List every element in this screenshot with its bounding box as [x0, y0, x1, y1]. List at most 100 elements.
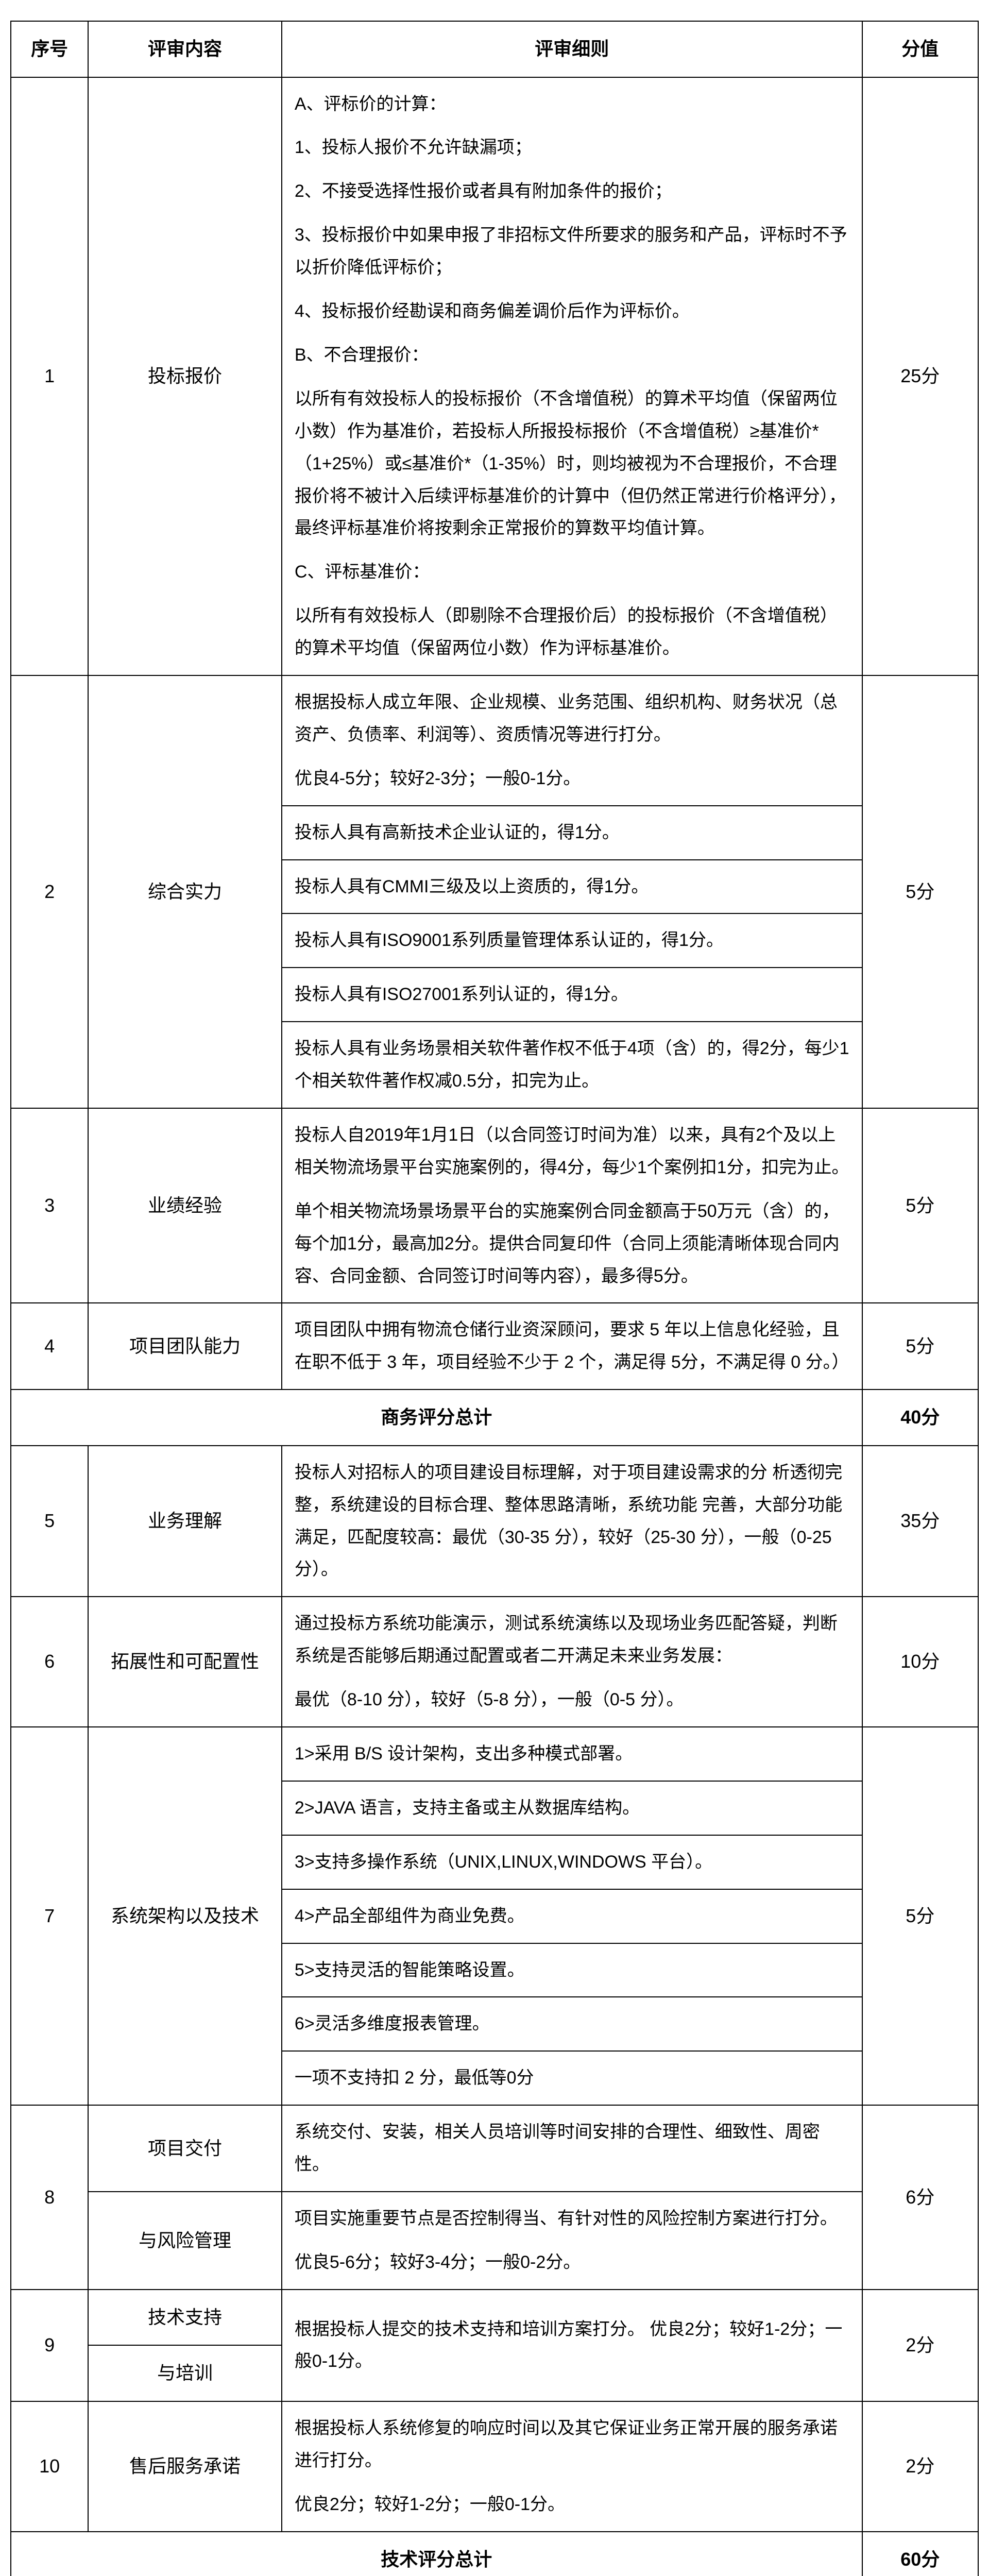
- header-row: 序号 评审内容 评审细则 分值: [11, 21, 978, 77]
- category-cell: 与风险管理: [88, 2192, 282, 2290]
- score-cell: 5分: [862, 675, 978, 1108]
- category-cell: 业务理解: [88, 1446, 282, 1597]
- subtotal-score: 40分: [862, 1389, 978, 1446]
- detail-text: 投标人具有ISO9001系列质量管理体系认证的，得1分。: [295, 924, 849, 957]
- detail-text: 投标人自2019年1月1日（以合同签订时间为准）以来，具有2个及以上相关物流场景…: [295, 1119, 849, 1184]
- detail-cell: 项目实施重要节点是否控制得当、有针对性的风险控制方案进行打分。优良5-6分；较好…: [282, 2192, 862, 2290]
- table-row: 1投标报价A、评标价的计算：1、投标人报价不允许缺漏项；2、不接受选择性报价或者…: [11, 77, 978, 675]
- detail-cell: 投标人具有ISO27001系列认证的，得1分。: [282, 968, 862, 1022]
- detail-cell: 2>JAVA 语言，支持主备或主从数据库结构。: [282, 1781, 862, 1835]
- category-cell: 售后服务承诺: [88, 2401, 282, 2532]
- detail-cell: 系统交付、安装，相关人员培训等时间安排的合理性、细致性、周密性。: [282, 2105, 862, 2192]
- detail-text: B、不合理报价：: [295, 339, 849, 371]
- category-cell: 项目交付: [88, 2105, 282, 2192]
- category-cell: 业绩经验: [88, 1108, 282, 1303]
- detail-text: 5>支持灵活的智能策略设置。: [295, 1954, 849, 1987]
- detail-text: 优良2分；较好1-2分；一般0-1分。: [295, 2488, 849, 2521]
- header-detail: 评审细则: [282, 21, 862, 77]
- table-row: 9技术支持根据投标人提交的技术支持和培训方案打分。 优良2分；较好1-2分；一般…: [11, 2290, 978, 2346]
- detail-text: 投标人对招标人的项目建设目标理解，对于项目建设需求的分 析透彻完整，系统建设的目…: [295, 1456, 849, 1586]
- category-cell: 技术支持: [88, 2290, 282, 2346]
- seq-cell: 4: [11, 1303, 88, 1389]
- score-cell: 35分: [862, 1446, 978, 1597]
- category-cell: 项目团队能力: [88, 1303, 282, 1389]
- category-cell: 拓展性和可配置性: [88, 1597, 282, 1727]
- detail-cell: 一项不支持扣 2 分，最低等0分: [282, 2051, 862, 2105]
- seq-cell: 5: [11, 1446, 88, 1597]
- detail-text: C、评标基准价：: [295, 556, 849, 588]
- table-body: 1投标报价A、评标价的计算：1、投标人报价不允许缺漏项；2、不接受选择性报价或者…: [11, 77, 978, 2576]
- score-cell: 2分: [862, 2401, 978, 2532]
- detail-cell: 根据投标人成立年限、企业规模、业务范围、组织机构、财务状况（总资产、负债率、利润…: [282, 675, 862, 806]
- table-row: 10售后服务承诺根据投标人系统修复的响应时间以及其它保证业务正常开展的服务承诺进…: [11, 2401, 978, 2532]
- header-seq: 序号: [11, 21, 88, 77]
- header-cat: 评审内容: [88, 21, 282, 77]
- detail-text: 单个相关物流场景场景平台的实施案例合同金额高于50万元（含）的，每个加1分，最高…: [295, 1195, 849, 1293]
- detail-text: A、评标价的计算：: [295, 88, 849, 121]
- table-row: 7系统架构以及技术1>采用 B/S 设计架构，支出多种模式部署。5分: [11, 1727, 978, 1781]
- score-cell: 5分: [862, 1727, 978, 2105]
- subtotal-label: 技术评分总计: [11, 2532, 862, 2576]
- detail-cell: 投标人具有高新技术企业认证的，得1分。: [282, 806, 862, 860]
- score-cell: 5分: [862, 1303, 978, 1389]
- detail-cell: 6>灵活多维度报表管理。: [282, 1997, 862, 2051]
- seq-cell: 7: [11, 1727, 88, 2105]
- table-row: 2综合实力根据投标人成立年限、企业规模、业务范围、组织机构、财务状况（总资产、负…: [11, 675, 978, 806]
- detail-text: 以所有有效投标人的投标报价（不含增值税）的算术平均值（保留两位小数）作为基准价，…: [295, 383, 849, 545]
- seq-cell: 9: [11, 2290, 88, 2401]
- detail-text: 根据投标人系统修复的响应时间以及其它保证业务正常开展的服务承诺进行打分。: [295, 2412, 849, 2477]
- detail-cell: 投标人对招标人的项目建设目标理解，对于项目建设需求的分 析透彻完整，系统建设的目…: [282, 1446, 862, 1597]
- table-row: 8项目交付系统交付、安装，相关人员培训等时间安排的合理性、细致性、周密性。6分: [11, 2105, 978, 2192]
- detail-cell: 1>采用 B/S 设计架构，支出多种模式部署。: [282, 1727, 862, 1781]
- detail-text: 1>采用 B/S 设计架构，支出多种模式部署。: [295, 1738, 849, 1770]
- detail-cell: 4>产品全部组件为商业免费。: [282, 1889, 862, 1943]
- detail-text: 投标人具有CMMI三级及以上资质的，得1分。: [295, 871, 849, 903]
- category-cell: 与培训: [88, 2345, 282, 2401]
- page-container: 序号 评审内容 评审细则 分值 1投标报价A、评标价的计算：1、投标人报价不允许…: [10, 21, 979, 2576]
- category-cell: 综合实力: [88, 675, 282, 1108]
- seq-cell: 8: [11, 2105, 88, 2290]
- seq-cell: 2: [11, 675, 88, 1108]
- detail-cell: 投标人具有业务场景相关软件著作权不低于4项（含）的，得2分，每少1个相关软件著作…: [282, 1022, 862, 1108]
- detail-text: 投标人具有ISO27001系列认证的，得1分。: [295, 978, 849, 1011]
- detail-text: 4>产品全部组件为商业免费。: [295, 1900, 849, 1933]
- detail-text: 通过投标方系统功能演示，测试系统演练以及现场业务匹配答疑，判断系统是否能够后期通…: [295, 1607, 849, 1672]
- detail-cell: 投标人自2019年1月1日（以合同签订时间为准）以来，具有2个及以上相关物流场景…: [282, 1108, 862, 1303]
- category-cell: 投标报价: [88, 77, 282, 675]
- detail-cell: A、评标价的计算：1、投标人报价不允许缺漏项；2、不接受选择性报价或者具有附加条…: [282, 77, 862, 675]
- detail-text: 项目实施重要节点是否控制得当、有针对性的风险控制方案进行打分。: [295, 2202, 849, 2235]
- score-cell: 10分: [862, 1597, 978, 1727]
- category-cell: 系统架构以及技术: [88, 1727, 282, 2105]
- detail-cell: 投标人具有CMMI三级及以上资质的，得1分。: [282, 860, 862, 914]
- detail-cell: 项目团队中拥有物流仓储行业资深顾问，要求 5 年以上信息化经验，且在职不低于 3…: [282, 1303, 862, 1389]
- detail-text: 4、投标报价经勘误和商务偏差调价后作为评标价。: [295, 295, 849, 328]
- seq-cell: 3: [11, 1108, 88, 1303]
- header-score: 分值: [862, 21, 978, 77]
- detail-text: 根据投标人成立年限、企业规模、业务范围、组织机构、财务状况（总资产、负债率、利润…: [295, 686, 849, 751]
- table-row: 4项目团队能力项目团队中拥有物流仓储行业资深顾问，要求 5 年以上信息化经验，且…: [11, 1303, 978, 1389]
- score-cell: 5分: [862, 1108, 978, 1303]
- detail-text: 项目团队中拥有物流仓储行业资深顾问，要求 5 年以上信息化经验，且在职不低于 3…: [295, 1314, 849, 1379]
- subtotal-row: 技术评分总计60分: [11, 2532, 978, 2576]
- detail-text: 一项不支持扣 2 分，最低等0分: [295, 2062, 849, 2094]
- detail-text: 优良5-6分；较好3-4分；一般0-2分。: [295, 2246, 849, 2279]
- score-cell: 6分: [862, 2105, 978, 2290]
- detail-text: 3、投标报价中如果申报了非招标文件所要求的服务和产品，评标时不予以折价降低评标价…: [295, 219, 849, 284]
- seq-cell: 10: [11, 2401, 88, 2532]
- detail-cell: 5>支持灵活的智能策略设置。: [282, 1943, 862, 1997]
- detail-cell: 3>支持多操作系统（UNIX,LINUX,WINDOWS 平台）。: [282, 1835, 862, 1889]
- detail-text: 2、不接受选择性报价或者具有附加条件的报价；: [295, 175, 849, 208]
- detail-cell: 通过投标方系统功能演示，测试系统演练以及现场业务匹配答疑，判断系统是否能够后期通…: [282, 1597, 862, 1727]
- seq-cell: 1: [11, 77, 88, 675]
- detail-text: 投标人具有高新技术企业认证的，得1分。: [295, 817, 849, 849]
- detail-text: 系统交付、安装，相关人员培训等时间安排的合理性、细致性、周密性。: [295, 2116, 849, 2181]
- detail-cell: 根据投标人系统修复的响应时间以及其它保证业务正常开展的服务承诺进行打分。优良2分…: [282, 2401, 862, 2532]
- detail-text: 6>灵活多维度报表管理。: [295, 2008, 849, 2040]
- detail-text: 2>JAVA 语言，支持主备或主从数据库结构。: [295, 1792, 849, 1824]
- detail-text: 以所有有效投标人（即剔除不合理报价后）的投标报价（不含增值税）的算术平均值（保留…: [295, 600, 849, 665]
- detail-text: 最优（8-10 分），较好（5-8 分），一般（0-5 分）。: [295, 1684, 849, 1716]
- table-row: 6拓展性和可配置性通过投标方系统功能演示，测试系统演练以及现场业务匹配答疑，判断…: [11, 1597, 978, 1727]
- evaluation-table: 序号 评审内容 评审细则 分值 1投标报价A、评标价的计算：1、投标人报价不允许…: [10, 21, 979, 2576]
- score-cell: 2分: [862, 2290, 978, 2401]
- detail-text: 3>支持多操作系统（UNIX,LINUX,WINDOWS 平台）。: [295, 1846, 849, 1878]
